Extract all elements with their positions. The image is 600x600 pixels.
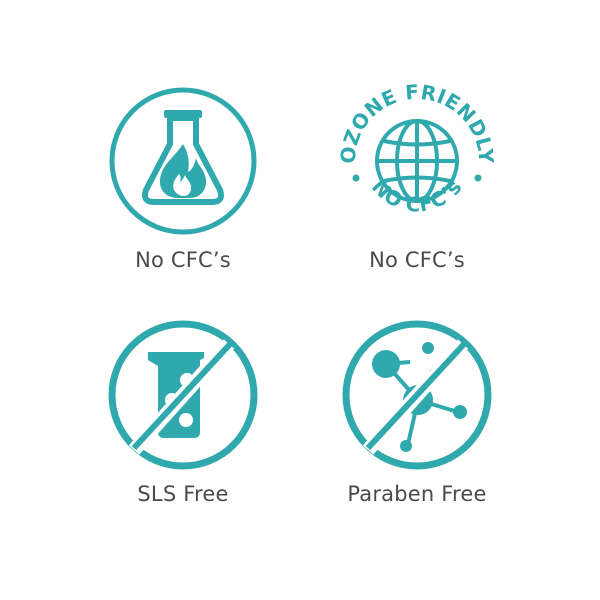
badge-caption: Paraben Free: [347, 482, 487, 506]
beaker-bubble: [179, 413, 193, 427]
globe-icon: [375, 119, 459, 203]
prohibition-slash: [365, 339, 469, 451]
no-paraben-molecule-icon: [342, 320, 492, 470]
badge-paraben-free: Paraben Free: [297, 320, 537, 560]
badge-ozone-friendly: OZONE FRIENDLY NO CFC’s No CFC’s: [297, 80, 537, 326]
flask-body: [142, 115, 224, 205]
seal-dot-right: [474, 174, 482, 182]
badge-caption: No CFC’s: [369, 248, 465, 272]
prohibition-ring: [108, 320, 258, 470]
seal-dot-left: [352, 174, 360, 182]
badge-caption: SLS Free: [137, 482, 229, 506]
badge-ring: [109, 87, 257, 235]
badge-caption: No CFC’s: [135, 248, 231, 272]
flame-inner: [173, 174, 192, 196]
badge-sls-free: SLS Free: [63, 320, 303, 560]
flame-icon: [160, 144, 207, 198]
prohibition-ring: [342, 320, 492, 470]
no-sls-beaker-icon: [108, 320, 258, 470]
prohibition-slash: [131, 339, 235, 451]
badge-no-cfc: No CFC’s: [63, 86, 303, 326]
ozone-friendly-globe-seal-icon: OZONE FRIENDLY NO CFC’s: [336, 80, 498, 217]
flask-flame-icon: [109, 87, 257, 235]
